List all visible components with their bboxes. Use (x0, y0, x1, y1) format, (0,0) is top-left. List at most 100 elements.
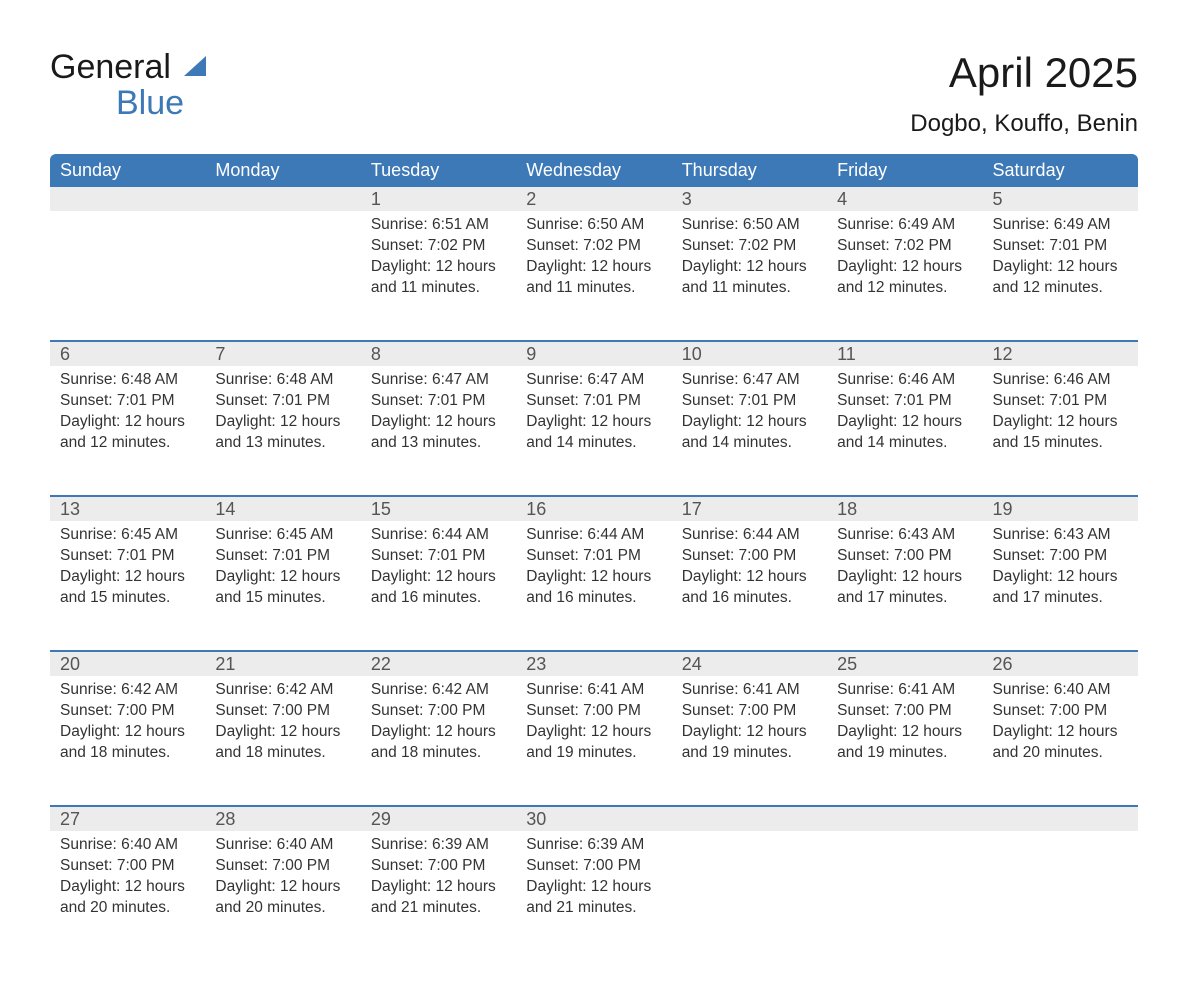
sunset-line: Sunset: 7:00 PM (993, 546, 1128, 567)
sunset-line: Sunset: 7:00 PM (215, 701, 350, 722)
day-content: Sunrise: 6:48 AMSunset: 7:01 PMDaylight:… (205, 366, 360, 460)
daylight-line: Daylight: 12 hours and 21 minutes. (526, 877, 661, 919)
weekday-header: Tuesday (361, 154, 516, 187)
sunset-line: Sunset: 7:00 PM (682, 701, 817, 722)
day-number: 10 (672, 342, 827, 366)
day-content: Sunrise: 6:48 AMSunset: 7:01 PMDaylight:… (50, 366, 205, 460)
day-content: Sunrise: 6:46 AMSunset: 7:01 PMDaylight:… (983, 366, 1138, 460)
sunrise-line: Sunrise: 6:47 AM (371, 370, 506, 391)
sunrise-line: Sunrise: 6:39 AM (371, 835, 506, 856)
sunset-line: Sunset: 7:00 PM (837, 546, 972, 567)
day-cell: Sunrise: 6:51 AMSunset: 7:02 PMDaylight:… (361, 211, 516, 341)
sunrise-line: Sunrise: 6:49 AM (993, 215, 1128, 236)
day-number: 21 (205, 652, 360, 676)
day-number: 24 (672, 652, 827, 676)
sunrise-line: Sunrise: 6:43 AM (993, 525, 1128, 546)
day-content: Sunrise: 6:39 AMSunset: 7:00 PMDaylight:… (516, 831, 671, 925)
sunset-line: Sunset: 7:01 PM (215, 546, 350, 567)
day-cell: Sunrise: 6:43 AMSunset: 7:00 PMDaylight:… (983, 521, 1138, 651)
day-number: 19 (983, 497, 1138, 521)
day-number: 9 (516, 342, 671, 366)
day-number: 6 (50, 342, 205, 366)
day-number: 30 (516, 807, 671, 831)
sunset-line: Sunset: 7:01 PM (993, 391, 1128, 412)
sunrise-line: Sunrise: 6:51 AM (371, 215, 506, 236)
day-cell: Sunrise: 6:42 AMSunset: 7:00 PMDaylight:… (50, 676, 205, 806)
daylight-line: Daylight: 12 hours and 11 minutes. (526, 257, 661, 299)
sunrise-line: Sunrise: 6:40 AM (993, 680, 1128, 701)
day-cell: Sunrise: 6:44 AMSunset: 7:00 PMDaylight:… (672, 521, 827, 651)
day-content: Sunrise: 6:45 AMSunset: 7:01 PMDaylight:… (205, 521, 360, 615)
day-content: Sunrise: 6:44 AMSunset: 7:00 PMDaylight:… (672, 521, 827, 615)
day-cell (983, 831, 1138, 961)
sunset-line: Sunset: 7:00 PM (371, 856, 506, 877)
sunrise-line: Sunrise: 6:50 AM (526, 215, 661, 236)
sail-icon (184, 48, 210, 86)
day-content: Sunrise: 6:47 AMSunset: 7:01 PMDaylight:… (672, 366, 827, 460)
day-number: 23 (516, 652, 671, 676)
daylight-line: Daylight: 12 hours and 19 minutes. (682, 722, 817, 764)
day-content: Sunrise: 6:42 AMSunset: 7:00 PMDaylight:… (205, 676, 360, 770)
day-content: Sunrise: 6:50 AMSunset: 7:02 PMDaylight:… (672, 211, 827, 305)
sunrise-line: Sunrise: 6:44 AM (371, 525, 506, 546)
day-content: Sunrise: 6:41 AMSunset: 7:00 PMDaylight:… (827, 676, 982, 770)
weekday-header: Friday (827, 154, 982, 187)
day-cell: Sunrise: 6:47 AMSunset: 7:01 PMDaylight:… (672, 366, 827, 496)
sunset-line: Sunset: 7:01 PM (371, 546, 506, 567)
day-number: 26 (983, 652, 1138, 676)
day-number: 11 (827, 342, 982, 366)
sunrise-line: Sunrise: 6:42 AM (60, 680, 195, 701)
day-number: 5 (983, 187, 1138, 211)
day-content: Sunrise: 6:44 AMSunset: 7:01 PMDaylight:… (516, 521, 671, 615)
day-cell: Sunrise: 6:40 AMSunset: 7:00 PMDaylight:… (50, 831, 205, 961)
sunrise-line: Sunrise: 6:42 AM (215, 680, 350, 701)
day-number: 27 (50, 807, 205, 831)
day-content: Sunrise: 6:51 AMSunset: 7:02 PMDaylight:… (361, 211, 516, 305)
daylight-line: Daylight: 12 hours and 16 minutes. (526, 567, 661, 609)
daylight-line: Daylight: 12 hours and 20 minutes. (60, 877, 195, 919)
day-content: Sunrise: 6:43 AMSunset: 7:00 PMDaylight:… (827, 521, 982, 615)
daylight-line: Daylight: 12 hours and 21 minutes. (371, 877, 506, 919)
sunrise-line: Sunrise: 6:47 AM (682, 370, 817, 391)
sunset-line: Sunset: 7:00 PM (60, 701, 195, 722)
day-number: 8 (361, 342, 516, 366)
daylight-line: Daylight: 12 hours and 18 minutes. (215, 722, 350, 764)
day-cell (205, 211, 360, 341)
sunrise-line: Sunrise: 6:40 AM (60, 835, 195, 856)
day-number: 25 (827, 652, 982, 676)
day-content: Sunrise: 6:47 AMSunset: 7:01 PMDaylight:… (361, 366, 516, 460)
day-number: 1 (361, 187, 516, 211)
daylight-line: Daylight: 12 hours and 20 minutes. (215, 877, 350, 919)
day-cell: Sunrise: 6:42 AMSunset: 7:00 PMDaylight:… (361, 676, 516, 806)
day-content: Sunrise: 6:44 AMSunset: 7:01 PMDaylight:… (361, 521, 516, 615)
sunrise-line: Sunrise: 6:39 AM (526, 835, 661, 856)
day-cell: Sunrise: 6:48 AMSunset: 7:01 PMDaylight:… (50, 366, 205, 496)
day-number: 29 (361, 807, 516, 831)
day-number: 17 (672, 497, 827, 521)
day-number: 13 (50, 497, 205, 521)
daylight-line: Daylight: 12 hours and 16 minutes. (682, 567, 817, 609)
daylight-line: Daylight: 12 hours and 15 minutes. (215, 567, 350, 609)
day-cell: Sunrise: 6:39 AMSunset: 7:00 PMDaylight:… (361, 831, 516, 961)
sunrise-line: Sunrise: 6:46 AM (837, 370, 972, 391)
sunrise-line: Sunrise: 6:46 AM (993, 370, 1128, 391)
day-content: Sunrise: 6:50 AMSunset: 7:02 PMDaylight:… (516, 211, 671, 305)
day-content: Sunrise: 6:41 AMSunset: 7:00 PMDaylight:… (672, 676, 827, 770)
day-cell: Sunrise: 6:45 AMSunset: 7:01 PMDaylight:… (205, 521, 360, 651)
daylight-line: Daylight: 12 hours and 15 minutes. (993, 412, 1128, 454)
page: General Blue April 2025 Dogbo, Kouffo, B… (0, 0, 1188, 1001)
sunrise-line: Sunrise: 6:41 AM (837, 680, 972, 701)
sunrise-line: Sunrise: 6:47 AM (526, 370, 661, 391)
day-cell: Sunrise: 6:43 AMSunset: 7:00 PMDaylight:… (827, 521, 982, 651)
day-number: 22 (361, 652, 516, 676)
daylight-line: Daylight: 12 hours and 12 minutes. (60, 412, 195, 454)
sunrise-line: Sunrise: 6:41 AM (526, 680, 661, 701)
day-number: 15 (361, 497, 516, 521)
day-number: 28 (205, 807, 360, 831)
header-row: General Blue April 2025 Dogbo, Kouffo, B… (50, 50, 1138, 138)
daylight-line: Daylight: 12 hours and 15 minutes. (60, 567, 195, 609)
day-content: Sunrise: 6:40 AMSunset: 7:00 PMDaylight:… (50, 831, 205, 925)
day-content: Sunrise: 6:49 AMSunset: 7:01 PMDaylight:… (983, 211, 1138, 305)
location: Dogbo, Kouffo, Benin (910, 110, 1138, 138)
day-cell: Sunrise: 6:41 AMSunset: 7:00 PMDaylight:… (827, 676, 982, 806)
